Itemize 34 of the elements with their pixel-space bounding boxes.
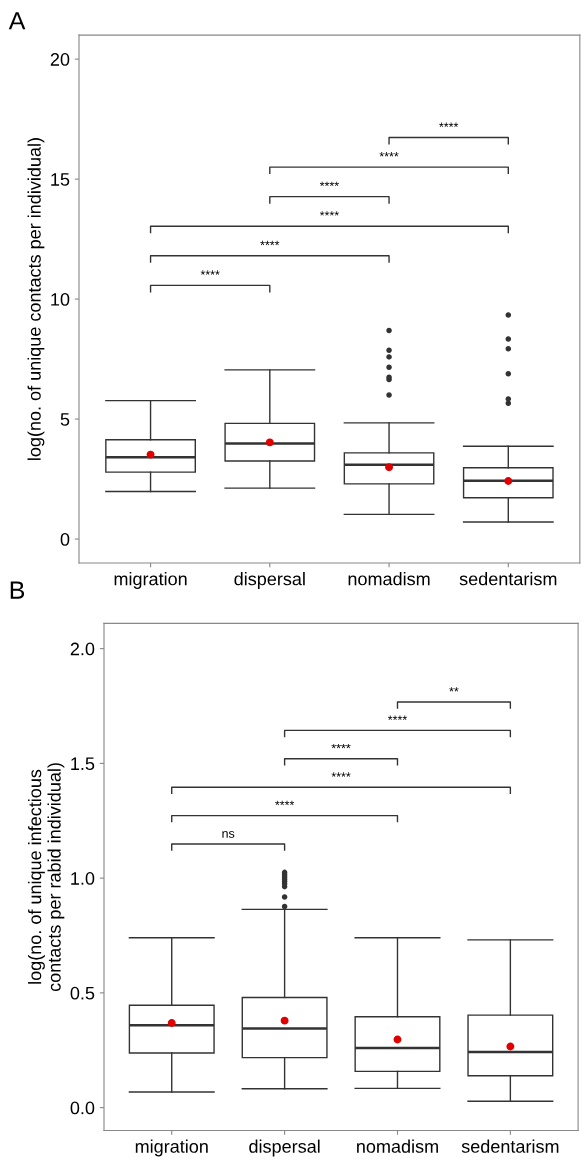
chart-title: A bbox=[8, 12, 26, 30]
annotation: **** bbox=[379, 152, 399, 157]
annotation: ** bbox=[449, 687, 459, 692]
annotation: **** bbox=[331, 743, 351, 749]
chart-title: B bbox=[10, 581, 25, 599]
y-tick-label: 15 bbox=[51, 173, 70, 186]
annotation: **** bbox=[200, 270, 220, 275]
x-tick-label: nomadism bbox=[357, 1139, 438, 1153]
annotation: **** bbox=[387, 715, 408, 720]
x-tick-label: nomadism bbox=[348, 572, 430, 586]
y-tick-label: 5 bbox=[60, 413, 70, 426]
y-tick-label: 1.0 bbox=[71, 872, 95, 885]
y-tick-label: 2.0 bbox=[70, 642, 95, 656]
y-tick-label: 0.5 bbox=[70, 986, 95, 1000]
y-tick-label: 0 bbox=[60, 532, 70, 546]
y-tick-label: 20 bbox=[50, 53, 70, 66]
annotation: **** bbox=[260, 240, 280, 246]
x-tick-label: sedentarism bbox=[461, 1139, 559, 1153]
y-tick-label: 1.5 bbox=[71, 757, 95, 771]
x-tick-label: dispersal bbox=[249, 1139, 320, 1157]
x-tick-label: migration bbox=[135, 1139, 208, 1157]
x-tick-label: sedentarism bbox=[459, 572, 557, 586]
annotation: **** bbox=[319, 211, 339, 216]
annotation: **** bbox=[275, 800, 295, 806]
annotation: **** bbox=[331, 772, 351, 777]
annotation: ns bbox=[222, 831, 235, 838]
y-axis-title: log(no. of unique infectious contacts per rabid individual) bbox=[28, 763, 65, 992]
annotation: **** bbox=[319, 181, 339, 187]
y-tick-label: 10 bbox=[51, 293, 70, 306]
x-tick-label: migration bbox=[114, 572, 187, 589]
y-tick-label: 0.0 bbox=[70, 1101, 95, 1115]
y-axis-title: log(no. of unique contacts per individual) bbox=[27, 138, 45, 460]
annotation: **** bbox=[439, 122, 459, 127]
x-tick-label: dispersal bbox=[234, 572, 305, 589]
